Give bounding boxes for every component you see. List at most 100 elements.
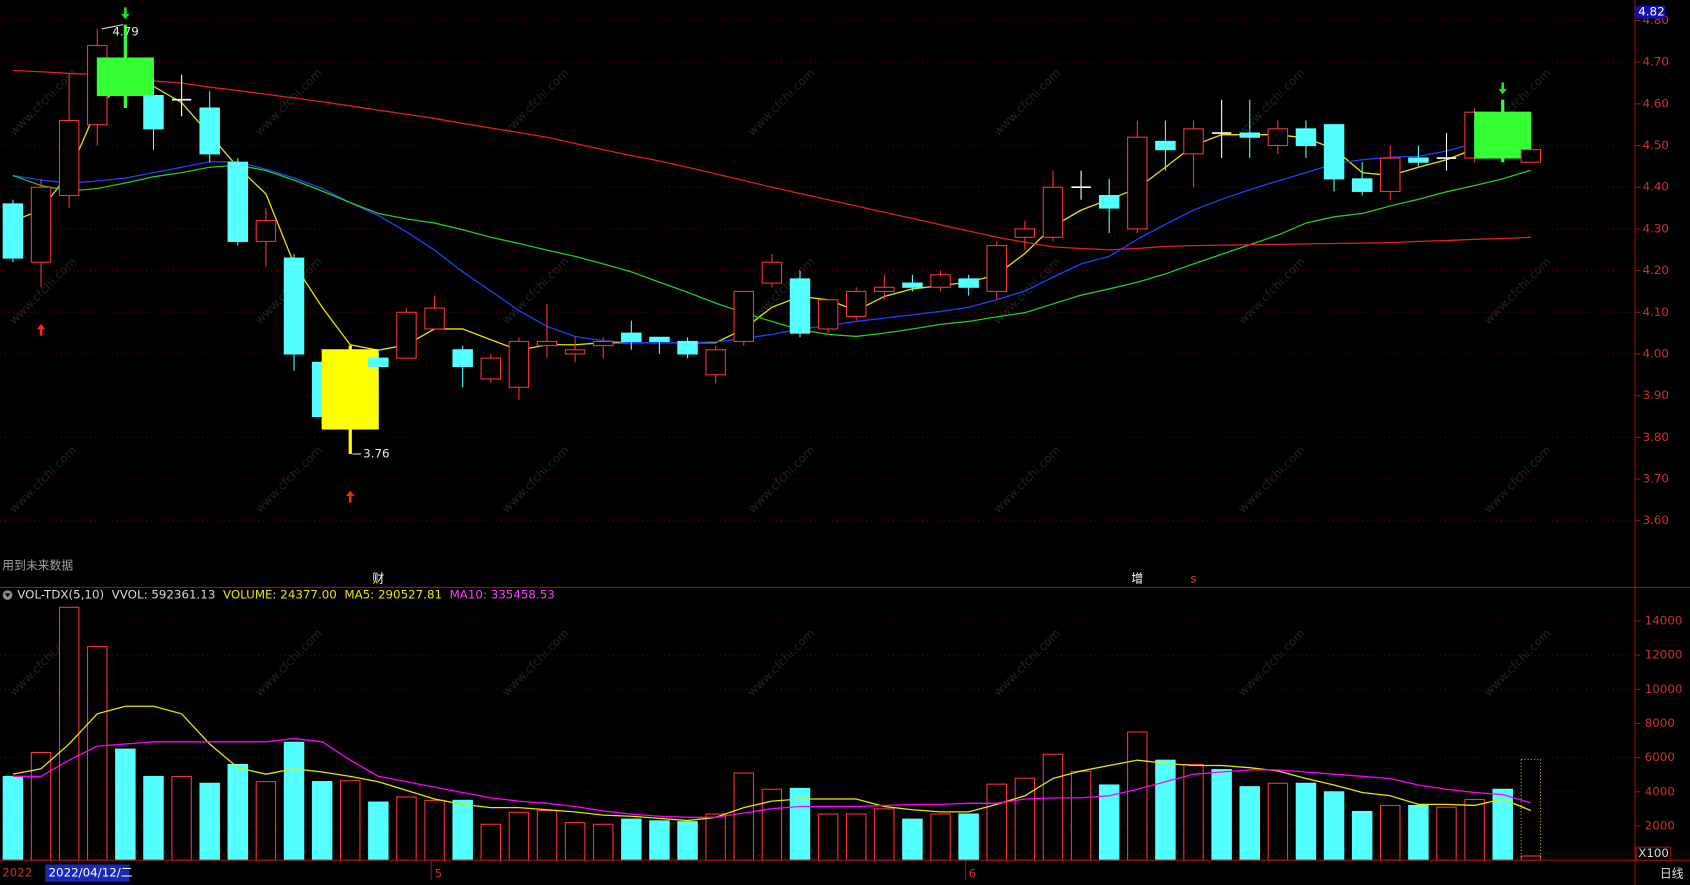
- candle-body: [1380, 157, 1401, 192]
- volume-bar: [340, 780, 361, 861]
- y-tick-label: 8000: [1645, 716, 1675, 730]
- volume-bar: [1436, 806, 1457, 861]
- candle-body: [396, 311, 417, 359]
- volume-bar: [1408, 804, 1429, 861]
- candle-body: [1351, 178, 1373, 192]
- volume-bar: [1211, 769, 1232, 861]
- candle-body: [1520, 149, 1542, 163]
- candle-body: [564, 349, 586, 355]
- event-marker: 财: [372, 571, 384, 585]
- candle-body: [1183, 128, 1204, 155]
- buy-arrow: [345, 490, 355, 503]
- candle-body: [1408, 157, 1429, 163]
- volume-bar: [1014, 777, 1036, 861]
- x-tick-label: 6: [969, 867, 977, 881]
- sell-arrow: [1498, 82, 1508, 95]
- y-tick-label: 4.20: [1643, 263, 1669, 277]
- volume-bar: [592, 823, 614, 861]
- volume-bar: [480, 823, 502, 861]
- candle-body: [958, 278, 979, 288]
- candle-body: [1239, 132, 1260, 138]
- volume-bar: [227, 763, 249, 861]
- volume-bar: [115, 748, 136, 861]
- volume-bar: [1267, 782, 1289, 861]
- volume-bar: [1127, 731, 1148, 861]
- volume-bar: [902, 818, 923, 861]
- candle-body: [930, 274, 951, 288]
- candle-body: [1098, 195, 1120, 209]
- candle-body: [845, 290, 867, 317]
- volume-bar: [1042, 753, 1064, 861]
- candle-body: [143, 94, 164, 130]
- indicator-header: VVOL: 592361.13: [112, 588, 216, 602]
- x-tick-label: 5: [435, 867, 443, 881]
- y-tick-label: 4.60: [1643, 96, 1669, 110]
- volume-bar: [368, 801, 389, 861]
- volume-bar: [1380, 804, 1401, 861]
- current-price-label: 4.82: [1638, 5, 1664, 19]
- volume-bar: [1183, 763, 1204, 861]
- candle-body: [1267, 128, 1289, 147]
- volume-bar: [536, 810, 558, 861]
- year-label: 2022: [2, 866, 32, 880]
- y-tick-label: 4.30: [1643, 221, 1669, 235]
- candle-body: [874, 286, 895, 292]
- y-tick-label: 3.80: [1643, 430, 1669, 444]
- buy-arrow: [36, 323, 46, 336]
- ma-line: [12, 69, 1531, 251]
- y-tick-label: 4.70: [1643, 55, 1669, 69]
- volume-bar: [930, 813, 951, 861]
- y-tick-label: 4.10: [1643, 305, 1669, 319]
- min-label: 3.76: [363, 447, 389, 461]
- volume-bar: [958, 813, 979, 861]
- volume-bar: [311, 781, 333, 861]
- volume-bar: [621, 818, 642, 861]
- volume-bar: [58, 606, 80, 861]
- cursor-date-box: [45, 864, 130, 882]
- candle-body: [30, 186, 52, 263]
- indicator-header: VOL-TDX(5,10): [17, 588, 104, 602]
- y-tick-label: 4.50: [1643, 138, 1669, 152]
- indicator-header: MA5: 290527.81: [344, 588, 442, 602]
- volume-bar: [1295, 782, 1317, 861]
- candle-body: [255, 220, 277, 242]
- volume-bar: [283, 741, 305, 861]
- candle-body: [1014, 228, 1036, 238]
- period-label[interactable]: 日线: [1660, 867, 1684, 881]
- y-tick-label: 2000: [1645, 818, 1675, 832]
- candle-body: [227, 161, 249, 242]
- candle-body: [508, 340, 530, 388]
- unit-box: [1635, 846, 1672, 861]
- volume-bar: [171, 775, 192, 861]
- volume-ma-line: [12, 737, 1532, 818]
- volume-bar: [1323, 791, 1345, 861]
- candle-body: [761, 261, 783, 284]
- volume-bar: [2, 775, 24, 861]
- indicator-header: VOLUME: 24377.00: [223, 588, 337, 602]
- candle-body: [1323, 124, 1345, 180]
- volume-bar: [1070, 770, 1092, 861]
- candle-body: [199, 107, 220, 155]
- volume-bar: [677, 821, 698, 861]
- max-pointer: [101, 24, 124, 30]
- volume-bar: [1520, 855, 1542, 861]
- volume-bar: [255, 781, 277, 861]
- candle-body: [1155, 140, 1176, 151]
- candle-body: [592, 340, 614, 347]
- volume-bar: [733, 772, 755, 861]
- candle-body: [621, 332, 642, 342]
- candle-body: [902, 282, 923, 288]
- volume-bar: [143, 775, 164, 861]
- y-tick-label: 4.00: [1643, 346, 1669, 360]
- volume-bar: [1351, 810, 1373, 861]
- volume-ma-line: [12, 705, 1532, 822]
- volume-bar: [1239, 786, 1260, 861]
- candle-body: [705, 349, 726, 376]
- candle-body: [96, 57, 154, 97]
- y-tick-label: 4.40: [1643, 180, 1669, 194]
- ma-line: [12, 132, 1531, 344]
- y-tick-label: 3.60: [1643, 513, 1669, 527]
- candle-body: [368, 357, 389, 368]
